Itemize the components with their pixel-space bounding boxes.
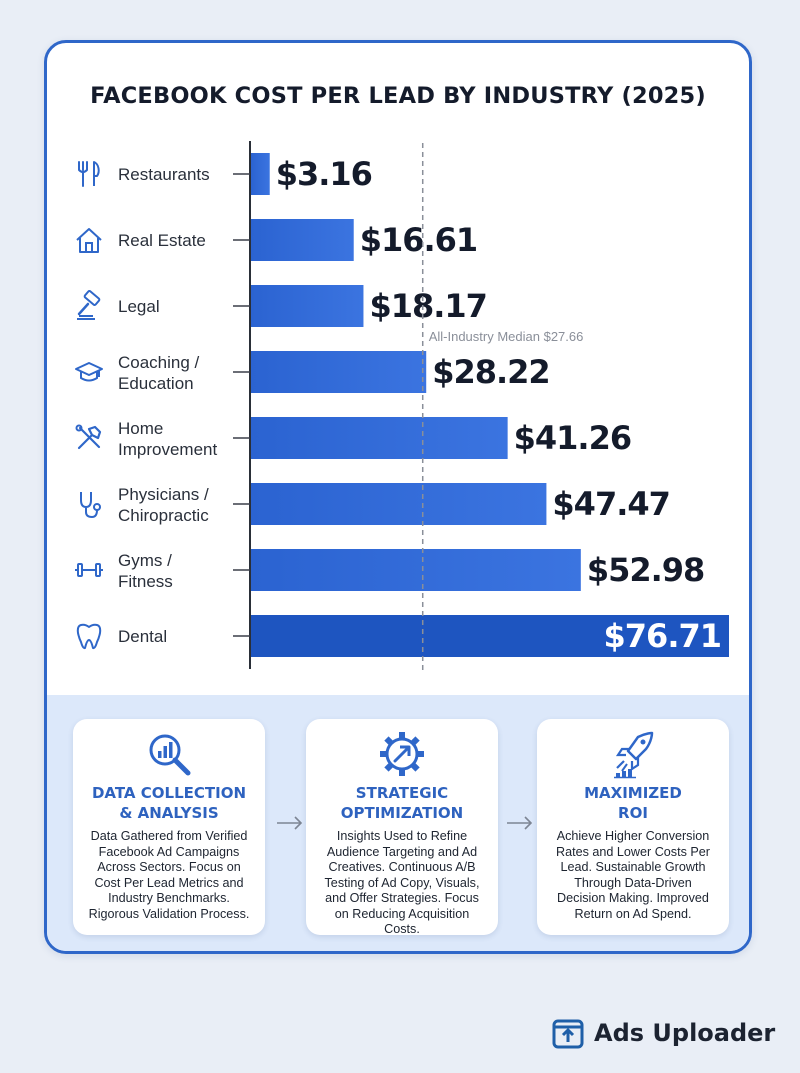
gear-arrow-icon <box>380 732 424 776</box>
process-step-title: STRATEGIC OPTIMIZATION <box>340 784 464 822</box>
process-step-text: Data Gathered from Verified Facebook Ad … <box>88 829 250 921</box>
bar <box>251 219 354 261</box>
rocket-chart-icon <box>614 731 654 779</box>
value-label: $16.61 <box>360 221 477 259</box>
gavel-icon <box>77 290 101 320</box>
category-label: Gyms / Fitness <box>118 551 173 591</box>
dumbbell-icon <box>75 563 103 577</box>
category-label: Coaching / Education <box>118 353 200 393</box>
value-label: $18.17 <box>369 287 486 325</box>
tools-icon <box>75 424 102 450</box>
category-label: Restaurants <box>118 165 210 184</box>
arrow-right-icon <box>507 816 533 830</box>
upload-box-icon <box>552 1019 584 1049</box>
bar-chart: Restaurants $3.16 Real Estate $16.61 Legal $1… <box>75 141 729 671</box>
value-label: $47.47 <box>552 485 669 523</box>
chart-title: FACEBOOK COST PER LEAD BY INDUSTRY (2025… <box>90 83 706 109</box>
category-label: Home Improvement <box>118 419 217 459</box>
infographic-card: FACEBOOK COST PER LEAD BY INDUSTRY (2025… <box>44 40 752 954</box>
process-step-text: Insights Used to Refine Audience Targeti… <box>324 829 480 936</box>
process-section: DATA COLLECTION & ANALYSIS Data Gathered… <box>47 695 749 951</box>
brand-name: Ads Uploader <box>594 1019 776 1047</box>
tooth-icon <box>76 623 102 650</box>
fork-knife-icon <box>78 161 100 187</box>
category-label: Real Estate <box>118 231 206 250</box>
arrow-right-icon <box>277 816 303 830</box>
bar <box>251 153 270 195</box>
magnifier-chart-icon <box>149 734 191 776</box>
value-label: $41.26 <box>514 419 631 457</box>
process-step-strategic-optimization: STRATEGIC OPTIMIZATION Insights Used to … <box>306 719 498 936</box>
bar <box>251 285 364 327</box>
median-label: All-Industry Median $27.66 <box>429 329 584 344</box>
bar <box>251 549 581 591</box>
value-label: $52.98 <box>587 551 704 589</box>
process-step-title: DATA COLLECTION & ANALYSIS <box>91 784 247 822</box>
value-label: $76.71 <box>604 617 721 655</box>
graduation-cap-icon <box>75 362 103 382</box>
category-label: Physicians / Chiropractic <box>118 485 209 525</box>
bar <box>251 615 729 657</box>
category-label: Legal <box>118 297 160 316</box>
process-step-text: Achieve Higher Conversion Rates and Lowe… <box>556 829 710 921</box>
bar <box>251 351 427 393</box>
value-label: $28.22 <box>432 353 549 391</box>
value-label: $3.16 <box>276 155 372 193</box>
bar <box>251 417 508 459</box>
brand-logo: Ads Uploader <box>552 1013 775 1053</box>
process-step-data-collection: DATA COLLECTION & ANALYSIS Data Gathered… <box>73 719 265 935</box>
stethoscope-icon <box>80 492 101 519</box>
house-icon <box>76 228 102 253</box>
process-step-maximized-roi: MAXIMIZED ROI Achieve Higher Conversion … <box>537 719 729 935</box>
category-label: Dental <box>118 627 167 646</box>
bar <box>251 483 547 525</box>
process-step-title: MAXIMIZED ROI <box>584 784 682 822</box>
